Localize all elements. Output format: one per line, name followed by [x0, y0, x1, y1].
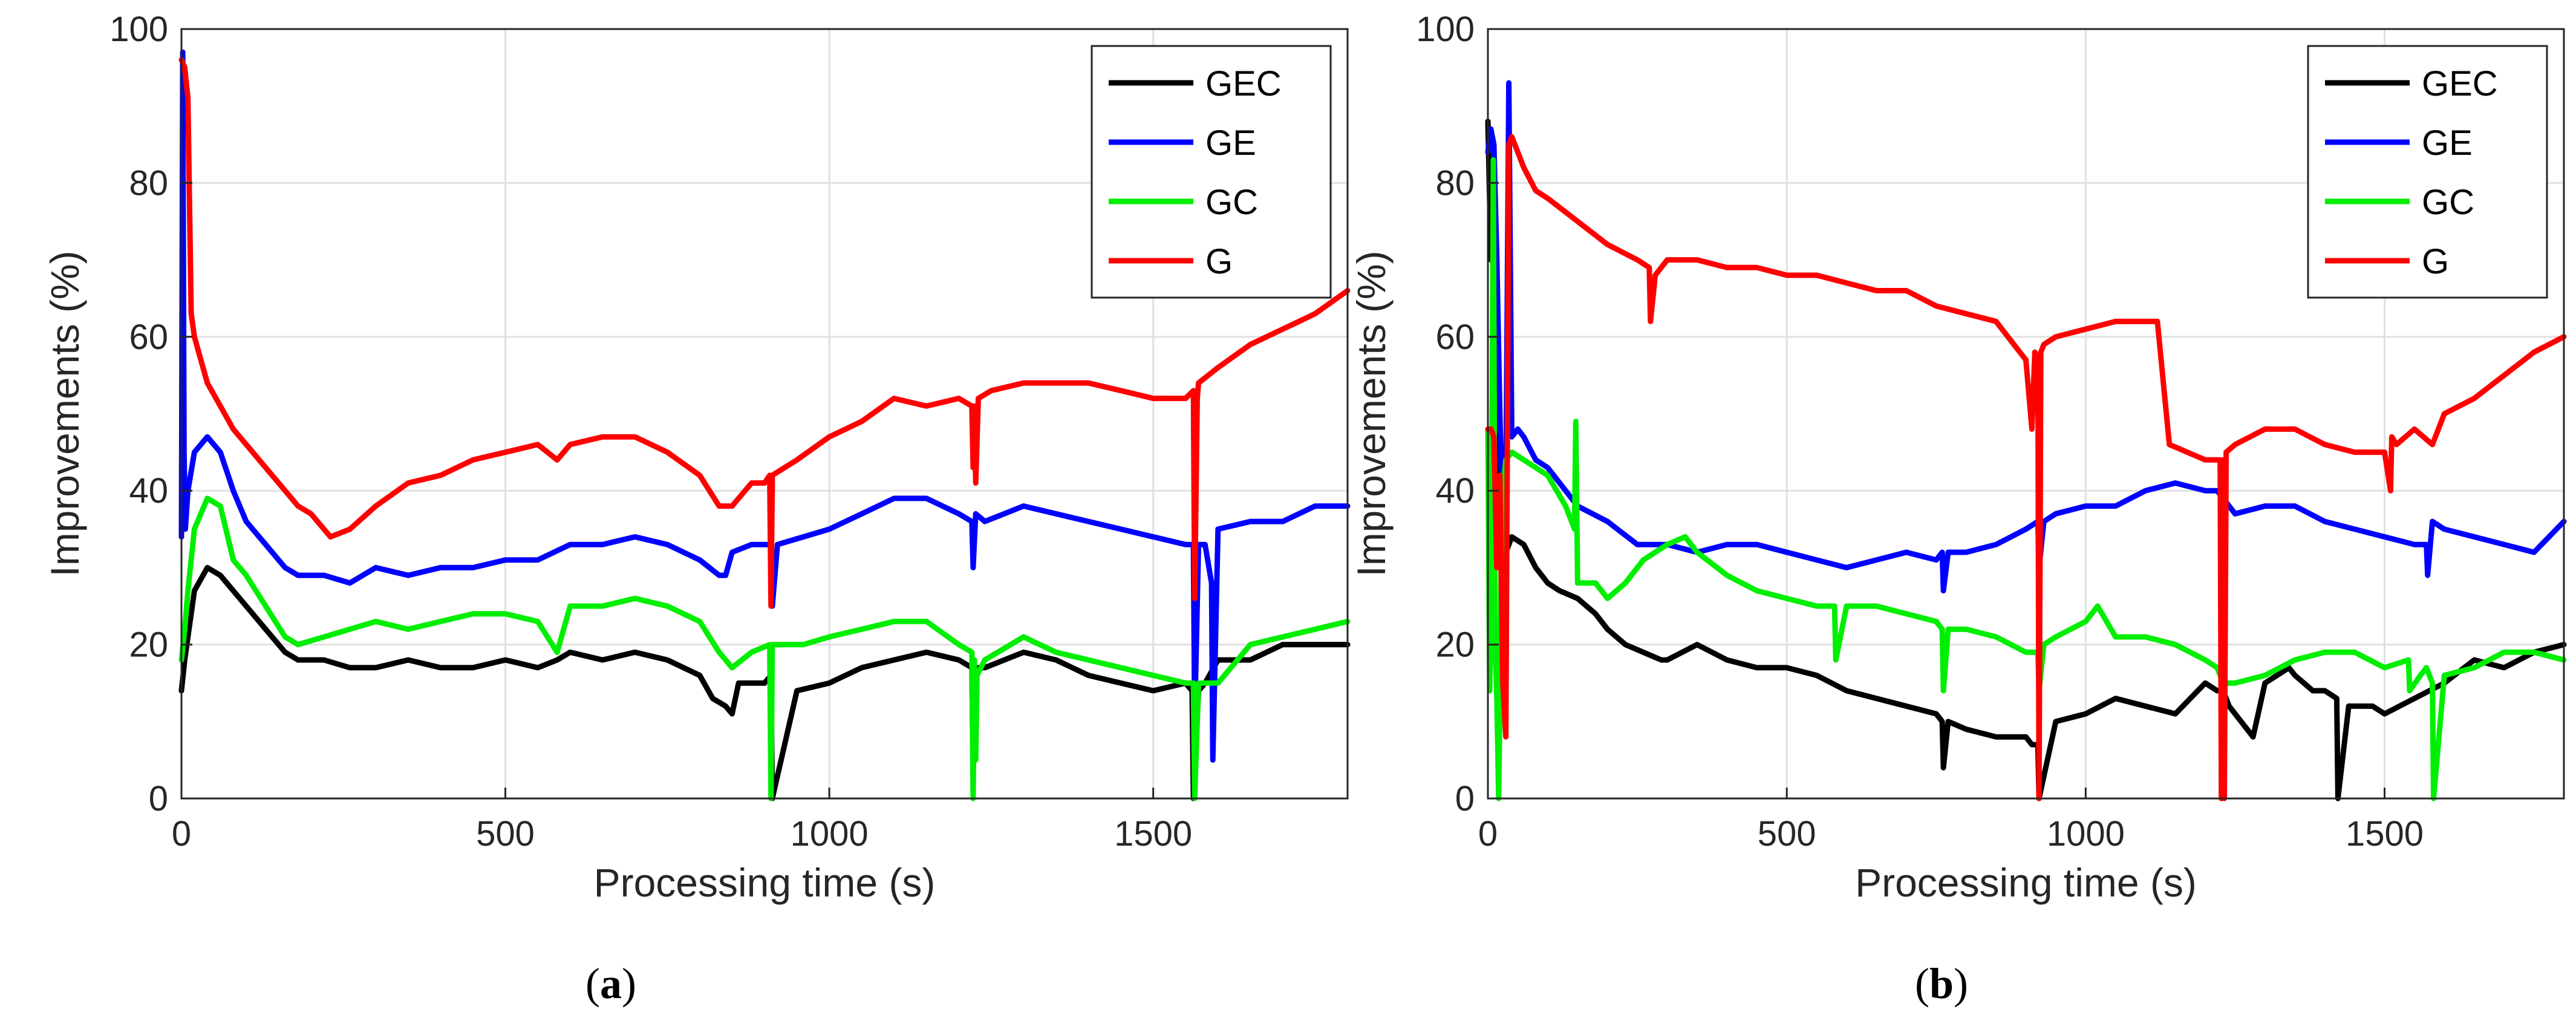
- chart-a-series-g: [178, 57, 1351, 609]
- chart-b-xtick-label-2: 1000: [2047, 814, 2125, 854]
- chart-b: 0 500 1000 1500 0 20 40 60 80 100 Processing time …: [1349, 10, 2567, 905]
- chart-b-series-ge: [1485, 80, 2567, 594]
- chart-b-ytick-label-1: 20: [1435, 625, 1475, 665]
- caption-a: (a): [490, 959, 732, 1008]
- chart-a-ytick-label-0: 0: [149, 779, 168, 818]
- chart-a-ytick-label-1: 20: [129, 625, 168, 665]
- chart-b-series-gc: [1485, 157, 2567, 801]
- chart-a-ytick-label-5: 100: [109, 10, 168, 49]
- caption-b-open: (: [1914, 959, 1929, 1008]
- chart-b-xtick-label-1: 500: [1758, 814, 1816, 854]
- chart-a-series-gc: [178, 495, 1351, 801]
- chart-a-axes-box: [180, 28, 1349, 800]
- chart-b-legend-label-gec: GEC: [2422, 64, 2498, 103]
- chart-a-legend-label-gc: GC: [1205, 183, 1258, 222]
- chart-a-xtick-label-1: 500: [476, 814, 535, 854]
- chart-b-xlabel: Processing time (s): [1855, 860, 2197, 905]
- chart-a: 0 500 1000 1500 0 20 40 60 80 100 Processing time …: [42, 10, 1351, 905]
- caption-a-close: ): [622, 959, 636, 1008]
- chart-b-ytick-label-4: 80: [1435, 163, 1475, 203]
- chart-a-xlabel: Processing time (s): [594, 860, 936, 905]
- chart-b-ytick-label-5: 100: [1416, 10, 1475, 49]
- caption-b-letter: b: [1929, 959, 1954, 1008]
- chart-a-ytick-label-3: 60: [129, 318, 168, 357]
- chart-a-xtick-label-0: 0: [172, 814, 191, 854]
- chart-b-series-g: [1485, 134, 2567, 801]
- chart-b-ytick-label-3: 60: [1435, 318, 1475, 357]
- chart-b-legend-box: [2307, 45, 2548, 299]
- chart-b-xtick-label-3: 1500: [2346, 814, 2424, 854]
- chart-a-ylabel: Improvements (%): [42, 250, 87, 576]
- chart-b-xtick-label-0: 0: [1478, 814, 1498, 854]
- caption-a-letter: a: [600, 959, 622, 1008]
- chart-a-ytick-label-2: 40: [129, 471, 168, 511]
- chart-b-ytick-label-2: 40: [1435, 471, 1475, 511]
- chart-b-ylabel: Improvements (%): [1349, 250, 1394, 576]
- chart-a-legend-label-ge: GE: [1205, 123, 1256, 163]
- caption-a-open: (: [585, 959, 600, 1008]
- chart-a-legend-label-gec: GEC: [1205, 64, 1282, 103]
- chart-b-legend-label-ge: GE: [2422, 123, 2473, 163]
- chart-a-ytick-label-4: 80: [129, 163, 168, 203]
- caption-b: (b): [1821, 959, 2062, 1008]
- chart-b-series-gec: [1485, 119, 2567, 801]
- chart-b-axes-box: [1487, 28, 2565, 800]
- chart-a-legend-box: [1091, 45, 1332, 299]
- chart-b-legend-label-g: G: [2422, 242, 2449, 281]
- chart-a-series-gec: [178, 564, 1351, 801]
- chart-b-legend: GEC GE GC G: [2307, 45, 2548, 299]
- chart-b-legend-label-gc: GC: [2422, 183, 2474, 222]
- chart-a-legend: GEC GE GC G: [1091, 45, 1332, 299]
- chart-a-xtick-label-2: 1000: [791, 814, 869, 854]
- chart-a-legend-label-g: G: [1205, 242, 1233, 281]
- chart-a-xtick-label-3: 1500: [1114, 814, 1192, 854]
- caption-b-close: ): [1954, 959, 1968, 1008]
- chart-b-ytick-label-0: 0: [1455, 779, 1475, 818]
